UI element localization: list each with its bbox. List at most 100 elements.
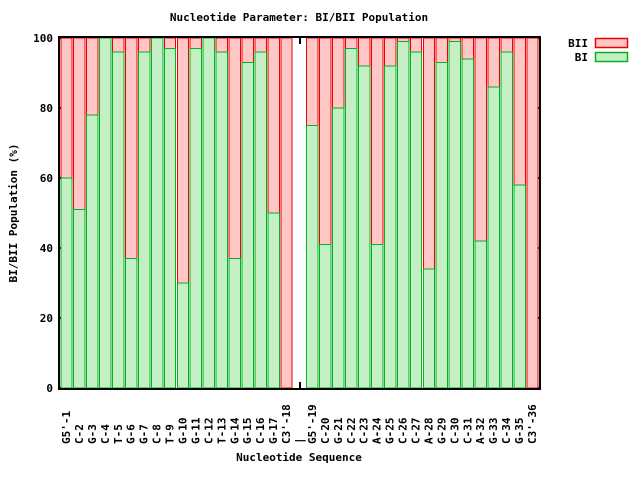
bar-bi [422,268,436,389]
bar-bi [202,37,216,389]
bar-bii [332,37,345,109]
bar-bii [163,37,177,49]
bar-bi [358,65,371,389]
x-tick-label: G-3 [86,424,99,444]
x-axis-title: Nucleotide Sequence [236,451,362,464]
bar-bi [396,41,410,389]
bar-bi [409,51,423,389]
bar-bii [137,37,151,53]
bar-bi [319,244,332,389]
bar-bi [254,51,267,389]
x-tick-label: C-8 [151,424,164,444]
x-tick-label: G-33 [487,418,500,445]
x-tick-label: C-22 [345,418,358,445]
x-tick-label: A-28 [423,418,436,445]
bar-bi [500,51,513,389]
x-tick-label: C-16 [254,417,267,444]
x-tick-label: C-12 [202,418,215,445]
bar-bii [435,37,449,63]
legend: BII BI [568,37,629,64]
legend-label-bi: BI [575,51,588,64]
x-tick-label: C-27 [410,418,423,445]
bar-bii [500,37,513,53]
bar-bi [487,86,500,389]
y-tick-label: 40 [40,242,53,255]
bar-bi [306,125,319,389]
x-tick-label: C-20 [319,418,332,445]
bar-bii [241,37,254,63]
bar-bi [189,48,203,389]
x-tick-label: T-13 [215,418,228,445]
x-tick-label: G-35 [513,418,526,445]
bar-bii [448,37,462,42]
x-tick-label: G-21 [332,417,345,444]
x-tick-label: T-5 [112,424,125,444]
x-tick-label: A-24 [371,417,384,444]
legend-swatch-bi [594,51,629,63]
bar-bii [474,37,487,242]
bar-bii [189,37,203,49]
bar-bi [332,107,345,389]
bar-bi [112,51,125,389]
y-tick-label: 60 [40,172,53,185]
x-tick-label: G-11 [189,417,202,444]
y-tick-label: 0 [46,382,53,395]
bar-bi [163,48,177,389]
bar-bii [370,37,384,245]
x-tick-label: C3'-36 [526,404,539,444]
bar-bii [112,37,125,53]
bar-bi [267,212,280,389]
bar-bi [137,51,151,389]
x-tick-label: C-30 [448,418,461,445]
bar-bi [383,65,397,389]
y-tick-label: 80 [40,102,53,115]
bars-layer [60,37,539,389]
bar-bi [435,62,449,389]
x-tick-label: G-7 [138,424,151,444]
bar-bi [99,37,112,389]
y-axis-title: BI/BII Population (%) [7,143,20,282]
bar-bii [461,37,474,60]
x-tick-label: G-10 [177,418,190,445]
bar-bii [176,37,190,284]
x-tick-label: C-31 [461,417,474,444]
bar-bi [73,209,86,389]
x-tick-label: A-32 [474,418,487,445]
y-tick-label: 20 [40,312,53,325]
bar-bii [487,37,500,88]
x-tick-label: C-23 [358,418,371,445]
bar-bii [345,37,358,49]
bar-bii [215,37,229,53]
bar-bii [254,37,267,53]
x-tick-label: C-2 [73,424,86,444]
bar-bii [228,37,241,259]
y-axis-tick-labels: 0 20 40 60 80 100 [33,32,53,395]
x-tick-label: G-17 [267,418,280,445]
bar-bii [60,37,73,179]
x-tick-label: | [293,437,306,444]
bar-bii [422,37,436,270]
bar-bi [124,258,138,389]
bar-bii [124,37,138,259]
x-tick-label: C-26 [397,417,410,444]
x-tick-label: G-15 [241,418,254,445]
x-tick-label: C-34 [500,417,513,444]
bar-bii [73,37,86,210]
legend-label-bii: BII [568,37,588,50]
x-tick-label: G-25 [384,418,397,445]
bar-bii [319,37,332,245]
x-axis-tick-labels: G5'-1 C-2 G-3 C-4 T-5 G-6 G-7 C-8 T-9 G-10 G-11 C-1… [60,404,539,444]
bar-bi [86,114,99,389]
bar-bii [358,37,371,67]
x-tick-label: G5'-19 [306,404,319,444]
bar-bii [526,37,539,389]
bar-bii [513,37,526,186]
bar-bi [241,62,254,389]
bar-bi [448,41,462,389]
bar-bi [60,177,73,389]
bar-bii [383,37,397,67]
x-tick-label: T-9 [164,424,177,444]
bar-bii [280,37,293,389]
x-tick-label: G5'-1 [60,411,73,444]
